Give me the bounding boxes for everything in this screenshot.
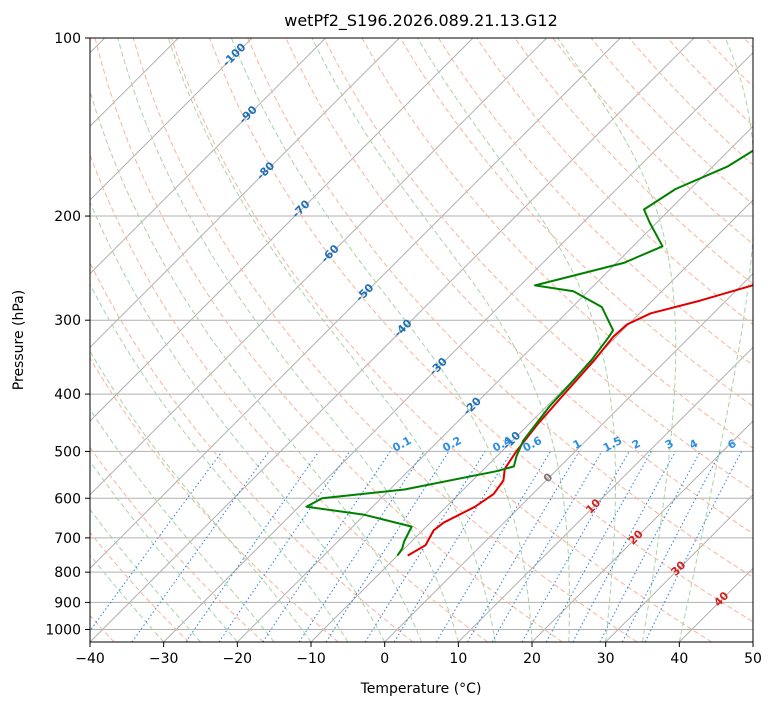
- chart-title: wetPf2_S196.2026.089.21.13.G12: [284, 11, 558, 31]
- isotherm-line: [384, 272, 753, 642]
- dry-adiabat-line: [90, 153, 488, 642]
- mixing-ratio-line: [131, 451, 270, 642]
- isotherm-line: [90, 38, 400, 349]
- isotherm-line: [457, 346, 753, 642]
- x-tick-label: 20: [523, 651, 541, 667]
- dry-adiabat-line: [94, 38, 563, 642]
- mixing-ratio-line: [393, 451, 513, 642]
- profile-series: [305, 149, 753, 557]
- x-axis-ticks: −40 −30 −20 −10 0 10 20 30 40 50: [75, 642, 762, 667]
- x-tick-label: 0: [380, 651, 389, 667]
- x-axis-label: Temperature (°C): [360, 681, 482, 697]
- moist-adiabat-line: [167, 38, 496, 642]
- dry-adiabat-line: [170, 38, 712, 642]
- y-tick-label: 600: [54, 491, 81, 507]
- moist-adiabat-line: [90, 460, 238, 642]
- x-tick-label: 50: [744, 651, 762, 667]
- x-tick-label: −30: [149, 651, 179, 667]
- moist-adiabat-line: [557, 38, 677, 642]
- isotherm-line: [90, 38, 474, 422]
- dry-adiabat-line: [90, 446, 264, 642]
- moist-adiabat-line: [678, 38, 753, 642]
- dry-adiabat-line: [209, 38, 753, 623]
- dewpoint-profile-line: [305, 149, 753, 557]
- mixing-ratio-line: [572, 451, 676, 642]
- mixing-ratio-line: [185, 451, 320, 642]
- x-tick-label: −40: [75, 651, 105, 667]
- plot-area: -100-90-80-70-60-50-40-30-20-10010203040…: [90, 38, 753, 642]
- mixing-ratio-line: [644, 451, 742, 642]
- mixing-ratio-line: [545, 451, 652, 642]
- x-tick-label: 10: [449, 651, 467, 667]
- isotherm-line: [90, 38, 327, 275]
- dry-adiabat-line: [323, 38, 753, 492]
- mixing-ratio-line: [521, 451, 630, 642]
- mixing-ratio-lines: [90, 451, 742, 642]
- y-tick-label: 400: [54, 387, 81, 403]
- y-tick-label: 100: [54, 31, 81, 47]
- plot-frame: [89, 37, 754, 643]
- dry-adiabat-line: [437, 38, 753, 366]
- moist-adiabat-lines: [90, 38, 753, 642]
- isotherm-line: [236, 125, 753, 642]
- moist-adiabat-line: [417, 38, 617, 642]
- mixing-ratio-line: [90, 451, 223, 632]
- y-tick-label: 300: [54, 313, 81, 329]
- x-tick-label: 30: [597, 651, 615, 667]
- dry-adiabat-lines: [90, 38, 753, 642]
- dry-adiabat-line: [247, 38, 753, 578]
- moist-adiabat-line: [90, 408, 275, 642]
- temperature-profile-line: [407, 283, 753, 557]
- y-axis-label: Pressure (hPa): [11, 290, 27, 390]
- dry-adiabat-line: [90, 531, 190, 642]
- y-tick-label: 900: [54, 595, 81, 611]
- moist-adiabat-line: [90, 201, 386, 642]
- y-tick-label: 500: [54, 444, 81, 460]
- y-axis-ticks: 1000 900 800 700 600 500 400 300 200 100: [45, 31, 90, 638]
- isotherm-line: [90, 38, 548, 496]
- isotherm-line: [90, 38, 253, 201]
- dry-adiabat-line: [399, 38, 753, 408]
- isotherm-line: [90, 38, 695, 642]
- dry-adiabat-line: [90, 261, 414, 642]
- moist-adiabat-line: [311, 38, 570, 642]
- y-tick-label: 1000: [45, 622, 81, 638]
- mixing-ratio-line: [298, 451, 425, 642]
- mixing-ratio-line: [218, 451, 351, 642]
- dry-adiabat-line: [132, 38, 638, 642]
- dry-adiabat-line: [90, 357, 339, 642]
- moist-adiabat-line: [230, 38, 533, 642]
- isotherm-line: [163, 51, 753, 642]
- dry-adiabat-line: [514, 38, 753, 285]
- moist-adiabat-line: [117, 38, 459, 642]
- x-tick-label: −20: [223, 651, 253, 667]
- mixing-ratio-line: [621, 451, 722, 642]
- x-tick-label: 40: [670, 651, 688, 667]
- isotherm-line: [531, 420, 753, 642]
- x-tick-label: −10: [296, 651, 326, 667]
- y-tick-label: 800: [54, 565, 81, 581]
- isotherm-line: [605, 493, 753, 642]
- isotherm-line: [90, 38, 621, 570]
- moist-adiabat-line: [90, 350, 312, 642]
- moist-adiabat-line: [90, 283, 349, 642]
- mixing-ratio-line: [325, 451, 450, 642]
- y-tick-label: 700: [54, 531, 81, 547]
- y-tick-label: 200: [54, 209, 81, 225]
